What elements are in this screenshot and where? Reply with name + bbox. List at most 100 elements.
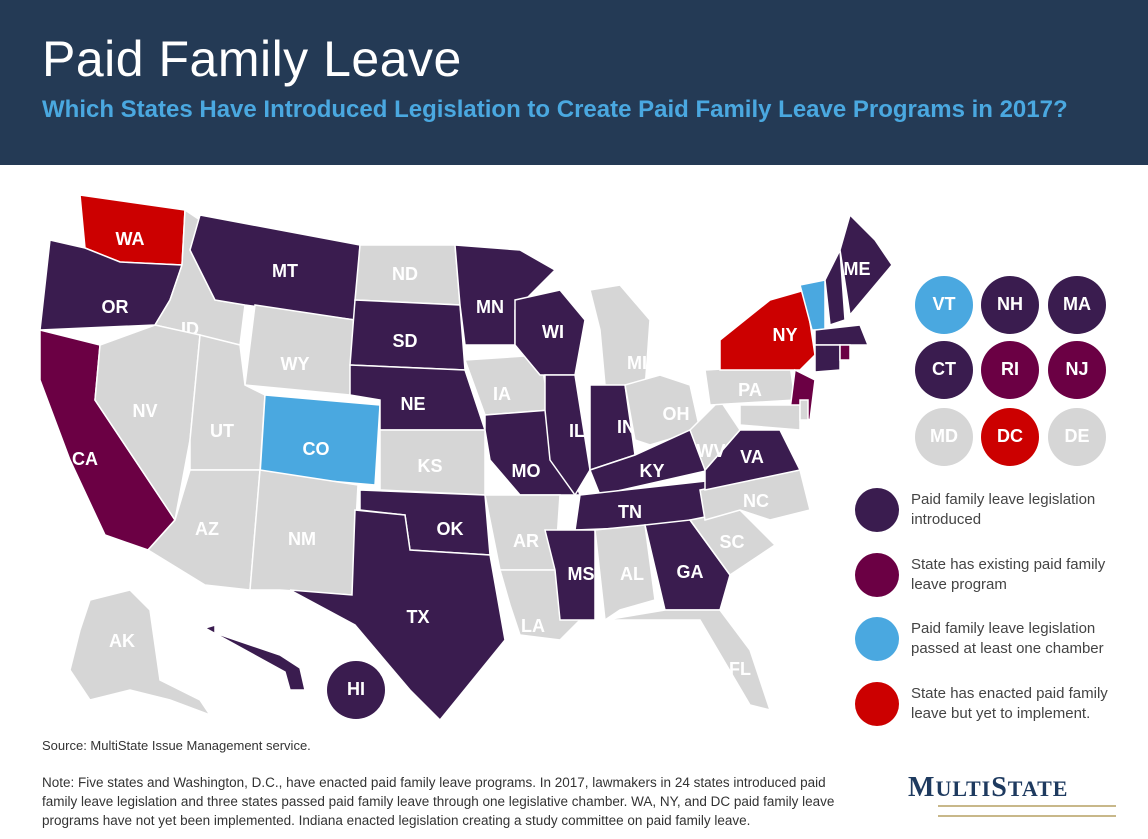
state-ak [69, 589, 212, 717]
state-label-me: ME [844, 259, 871, 279]
legend-item-enacted: State has enacted paid family leave but … [855, 682, 1131, 726]
state-label-va: VA [740, 447, 764, 467]
state-label-ak: AK [109, 631, 135, 651]
state-label-la: LA [521, 616, 545, 636]
legend-item-existing: State has existing paid family leave pro… [855, 553, 1131, 597]
legend-swatch [855, 617, 899, 661]
state-label-ne: NE [400, 394, 425, 414]
state-nh [824, 247, 846, 327]
small-state-circle-ct [915, 341, 973, 399]
state-label-mi: MI [627, 353, 647, 373]
state-ga [644, 519, 731, 611]
state-label-sc: SC [719, 532, 744, 552]
state-ri [839, 344, 851, 361]
legend-label: Paid family leave legislation passed at … [911, 620, 1104, 657]
small-state-circle-ri [981, 341, 1039, 399]
state-label-mn: MN [476, 297, 504, 317]
legend-item-introduced: Paid family leave legislation introduced [855, 488, 1131, 532]
state-label-wi: WI [542, 322, 564, 342]
small-state-label-nh: NH [997, 294, 1023, 314]
legend-label: State has enacted paid family leave but … [911, 685, 1108, 722]
small-state-circle-de [1048, 408, 1106, 466]
page-title: Paid Family Leave [42, 31, 462, 87]
state-label-wa: WA [116, 229, 145, 249]
multistate-logo: MULTISTATE [908, 772, 1118, 817]
state-ct [814, 344, 841, 373]
state-label-nc: NC [743, 491, 769, 511]
logo-text: MULTISTATE [908, 772, 1069, 803]
state-label-or: OR [102, 297, 129, 317]
legend-label: State has existing paid family leave pro… [911, 556, 1106, 593]
state-label-nv: NV [132, 401, 157, 421]
note-text: Note: Five states and Washington, D.C., … [42, 775, 835, 828]
state-label-ga: GA [677, 562, 704, 582]
state-label-sd: SD [392, 331, 417, 351]
small-state-label-nj: NJ [1065, 359, 1088, 379]
state-label-al: AL [620, 564, 644, 584]
state-al [594, 524, 656, 622]
small-state-circle-ma [1048, 276, 1106, 334]
logo-lines [938, 805, 1116, 817]
state-fl [604, 609, 772, 712]
state-label-ok: OK [437, 519, 464, 539]
state-hi [203, 623, 306, 691]
state-label-in: IN [617, 417, 635, 437]
state-label-il: IL [569, 421, 585, 441]
state-label-tn: TN [618, 502, 642, 522]
state-mi [589, 284, 651, 391]
state-label-nm: NM [288, 529, 316, 549]
small-state-label-vt: VT [932, 294, 955, 314]
legend-label: Paid family leave legislation introduced [911, 491, 1096, 528]
state-label-wv: WV [697, 441, 726, 461]
source-text: Source: MultiState Issue Management serv… [42, 738, 311, 753]
small-state-circle-vt [915, 276, 973, 334]
small-state-label-md: MD [930, 426, 958, 446]
small-state-label-de: DE [1064, 426, 1089, 446]
state-wv [689, 398, 741, 472]
legend-swatch [855, 553, 899, 597]
state-label-ny: NY [772, 325, 797, 345]
state-label-oh: OH [663, 404, 690, 424]
header-banner: Paid Family Leave Which States Have Intr… [0, 0, 1148, 165]
state-tx [289, 509, 506, 722]
state-label-ky: KY [639, 461, 664, 481]
hi-circle [327, 661, 385, 719]
small-state-circle-nj [1048, 341, 1106, 399]
state-ma [814, 324, 870, 346]
state-label-ks: KS [417, 456, 442, 476]
small-state-circle-dc [981, 408, 1039, 466]
legend-item-passed: Paid family leave legislation passed at … [855, 617, 1131, 661]
state-label-wy: WY [281, 354, 310, 374]
state-label-ca: CA [72, 449, 98, 469]
state-il [544, 374, 591, 497]
state-label-ia: IA [493, 384, 511, 404]
legend-swatch [855, 488, 899, 532]
page-subtitle: Which States Have Introduced Legislation… [42, 96, 1068, 123]
small-state-circle-nh [981, 276, 1039, 334]
state-label-ut: UT [210, 421, 234, 441]
small-state-label-dc: DC [997, 426, 1023, 446]
small-state-label-ma: MA [1063, 294, 1091, 314]
state-label-ms: MS [568, 564, 595, 584]
state-ny [719, 289, 816, 371]
state-label-hi: HI [347, 679, 365, 699]
state-label-fl: FL [729, 659, 751, 679]
state-label-pa: PA [738, 380, 762, 400]
state-wy [244, 304, 356, 396]
small-state-label-ri: RI [1001, 359, 1019, 379]
state-md [739, 404, 801, 431]
state-label-mt: MT [272, 261, 298, 281]
state-co [259, 394, 381, 486]
state-label-mo: MO [512, 461, 541, 481]
us-map: WAORCAIDNVMTWYUTAZCONMNDSDNEKSOKTXMNIAMO… [39, 194, 1106, 722]
small-state-label-ct: CT [932, 359, 956, 379]
legend-swatch [855, 682, 899, 726]
state-label-az: AZ [195, 519, 219, 539]
state-ms [544, 529, 596, 621]
state-me [839, 213, 893, 317]
state-label-ar: AR [513, 531, 539, 551]
state-label-co: CO [303, 439, 330, 459]
state-de [799, 399, 809, 421]
state-label-nd: ND [392, 264, 418, 284]
small-state-circle-md [915, 408, 973, 466]
